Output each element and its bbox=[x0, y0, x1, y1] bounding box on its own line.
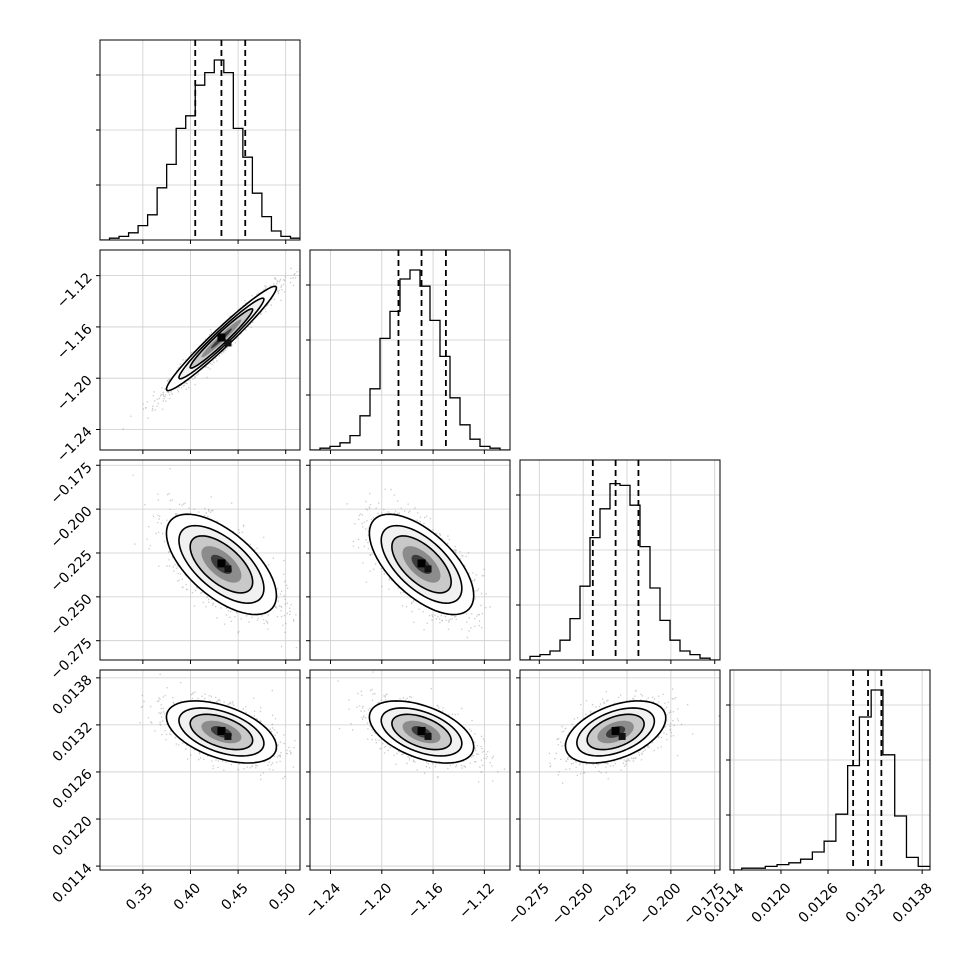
x-tick-label: −0.225 bbox=[593, 880, 641, 928]
panel-frame bbox=[309, 669, 511, 871]
panel-frame bbox=[309, 249, 511, 451]
x-tick-label: 0.0132 bbox=[843, 880, 889, 926]
y-tick-label: −0.225 bbox=[48, 547, 96, 595]
y-tick-label: 0.0132 bbox=[50, 719, 96, 765]
y-tick-label: −1.24 bbox=[54, 424, 96, 466]
panel-3-1 bbox=[306, 669, 511, 874]
density-peak bbox=[224, 565, 232, 573]
density-peak bbox=[217, 559, 226, 568]
x-tick-label: −1.12 bbox=[456, 880, 498, 922]
panel-1-1 bbox=[306, 249, 511, 454]
histogram-step bbox=[730, 689, 930, 870]
histogram-step bbox=[520, 482, 720, 660]
x-tick-label: −1.20 bbox=[354, 880, 396, 922]
x-tick-label: −1.16 bbox=[405, 880, 447, 922]
panel-frame bbox=[309, 459, 511, 661]
panel-2-2 bbox=[516, 459, 721, 664]
panel-frame bbox=[729, 669, 931, 871]
histogram-step bbox=[100, 59, 300, 240]
density-peak bbox=[224, 339, 232, 347]
density-peak bbox=[417, 726, 426, 735]
panel-frame bbox=[99, 249, 301, 451]
y-tick-label: −1.16 bbox=[54, 321, 96, 363]
x-tick-label: 0.0126 bbox=[796, 880, 842, 926]
density-peak bbox=[618, 732, 626, 740]
y-tick-label: −1.12 bbox=[54, 270, 96, 312]
panel-1-0 bbox=[96, 249, 301, 454]
y-tick-label: −0.275 bbox=[48, 635, 96, 683]
density-peak bbox=[224, 732, 232, 740]
x-tick-label: 0.0138 bbox=[890, 880, 936, 926]
panel-2-0 bbox=[96, 459, 301, 664]
y-tick-label: −1.20 bbox=[54, 373, 96, 415]
y-tick-label: −0.175 bbox=[48, 460, 96, 508]
density-peak bbox=[424, 732, 432, 740]
y-tick-label: −0.250 bbox=[48, 591, 96, 639]
density-peak bbox=[424, 565, 432, 573]
y-tick-label: −0.200 bbox=[48, 503, 96, 551]
density-peak bbox=[417, 559, 426, 568]
panel-3-2 bbox=[516, 669, 721, 874]
density-peak bbox=[217, 333, 226, 342]
x-tick-label: −1.24 bbox=[302, 880, 344, 922]
density-peak bbox=[611, 726, 620, 735]
x-tick-label: −0.200 bbox=[637, 880, 685, 928]
histogram-step bbox=[310, 269, 510, 450]
panel-frame bbox=[99, 669, 301, 871]
x-tick-label: 0.40 bbox=[171, 880, 204, 913]
x-tick-label: 0.45 bbox=[218, 880, 251, 913]
panel-frame bbox=[519, 669, 721, 871]
y-tick-label: 0.0114 bbox=[50, 860, 96, 906]
x-tick-label: −0.275 bbox=[505, 880, 553, 928]
x-tick-label: 0.35 bbox=[123, 880, 156, 913]
panel-3-3 bbox=[726, 669, 931, 874]
x-tick-label: 0.0120 bbox=[749, 880, 795, 926]
panel-frame bbox=[519, 459, 721, 661]
panel-0-0 bbox=[96, 39, 301, 244]
panel-3-0 bbox=[96, 669, 301, 874]
density-peak bbox=[217, 726, 226, 735]
y-tick-label: 0.0120 bbox=[50, 813, 96, 859]
panel-2-1 bbox=[306, 459, 511, 664]
x-tick-label: 0.50 bbox=[266, 880, 299, 913]
panel-frame bbox=[99, 39, 301, 241]
panel-frame bbox=[99, 459, 301, 661]
y-tick-label: 0.0126 bbox=[50, 766, 96, 812]
x-tick-label: −0.250 bbox=[549, 880, 597, 928]
